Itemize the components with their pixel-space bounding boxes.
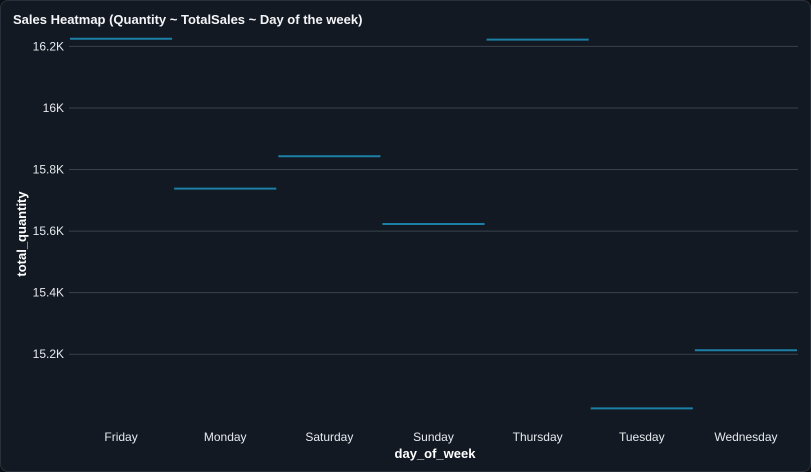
grid-lines <box>69 45 798 355</box>
x-tick-label: Monday <box>204 430 247 444</box>
y-tick-label: 15.8K <box>33 163 64 177</box>
y-tick-labels: 15.2K 15.4K 15.6K 15.8K 16K 16.2K <box>33 39 64 361</box>
x-tick-label: Sunday <box>413 430 454 444</box>
y-tick-label: 15.2K <box>33 347 64 361</box>
y-tick-label: 16.2K <box>33 39 64 53</box>
x-tick-labels: Friday Monday Saturday Sunday Thursday Tuesda… <box>104 430 777 444</box>
y-tick-label: 15.4K <box>33 286 64 300</box>
chart-title: Sales Heatmap (Quantity ~ TotalSales ~ D… <box>13 12 363 27</box>
x-tick-label: Friday <box>104 430 137 444</box>
series-segments <box>70 37 797 410</box>
y-axis-title: total_quantity <box>14 191 29 277</box>
x-axis-title: day_of_week <box>395 446 477 461</box>
y-tick-label: 15.6K <box>33 224 64 238</box>
x-tick-label: Wednesday <box>714 430 777 444</box>
y-tick-label: 16K <box>43 101 64 115</box>
x-tick-label: Tuesday <box>619 430 665 444</box>
x-tick-label: Saturday <box>305 430 353 444</box>
x-tick-label: Thursday <box>513 430 563 444</box>
